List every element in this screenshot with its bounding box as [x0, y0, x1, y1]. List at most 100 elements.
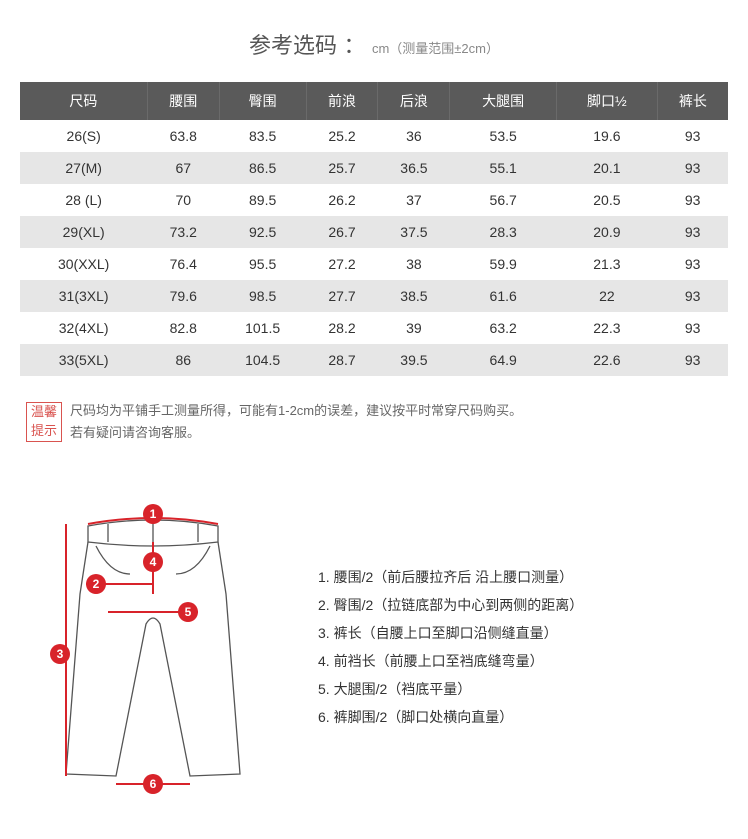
table-cell: 64.9	[450, 344, 557, 376]
table-cell: 93	[657, 312, 728, 344]
table-cell: 20.1	[556, 152, 657, 184]
title-colon: ：	[343, 33, 365, 58]
table-row: 28 (L)7089.526.23756.720.593	[20, 184, 728, 216]
table-cell: 27(M)	[20, 152, 147, 184]
measurement-list: 1. 腰围/2（前后腰拉齐后 沿上腰口测量）2. 臀围/2（拉链底部为中心到两侧…	[318, 563, 583, 731]
table-cell: 26(S)	[20, 120, 147, 152]
table-cell: 30(XXL)	[20, 248, 147, 280]
table-cell: 28.3	[450, 216, 557, 248]
table-cell: 101.5	[219, 312, 306, 344]
col-header: 臀围	[219, 82, 306, 120]
table-cell: 82.8	[147, 312, 219, 344]
diagram-marker: 2	[86, 574, 106, 594]
table-cell: 25.2	[306, 120, 378, 152]
measurement-item: 6. 裤脚围/2（脚口处横向直量）	[318, 703, 583, 731]
table-cell: 63.8	[147, 120, 219, 152]
table-row: 26(S)63.883.525.23653.519.693	[20, 120, 728, 152]
table-cell: 27.7	[306, 280, 378, 312]
table-cell: 67	[147, 152, 219, 184]
table-cell: 39.5	[378, 344, 450, 376]
table-cell: 37.5	[378, 216, 450, 248]
col-header: 前浪	[306, 82, 378, 120]
table-cell: 76.4	[147, 248, 219, 280]
table-cell: 37	[378, 184, 450, 216]
tip-line1: 尺码均为平铺手工测量所得，可能有1-2cm的误差，建议按平时常穿尺码购买。	[70, 400, 522, 422]
diagram-marker: 4	[143, 552, 163, 572]
col-header: 大腿围	[450, 82, 557, 120]
table-cell: 93	[657, 280, 728, 312]
diagram-marker: 3	[50, 644, 70, 664]
table-cell: 28.2	[306, 312, 378, 344]
table-cell: 39	[378, 312, 450, 344]
diagram-marker: 6	[143, 774, 163, 794]
table-cell: 53.5	[450, 120, 557, 152]
col-header: 脚口½	[556, 82, 657, 120]
svg-text:5: 5	[185, 605, 192, 619]
table-row: 27(M)6786.525.736.555.120.193	[20, 152, 728, 184]
table-row: 32(4XL)82.8101.528.23963.222.393	[20, 312, 728, 344]
svg-text:1: 1	[150, 507, 157, 521]
table-cell: 93	[657, 216, 728, 248]
table-cell: 63.2	[450, 312, 557, 344]
tip-text: 尺码均为平铺手工测量所得，可能有1-2cm的误差，建议按平时常穿尺码购买。 若有…	[70, 400, 522, 444]
table-cell: 95.5	[219, 248, 306, 280]
measurement-item: 4. 前裆长（前腰上口至裆底缝弯量）	[318, 647, 583, 675]
table-cell: 93	[657, 344, 728, 376]
table-cell: 22.3	[556, 312, 657, 344]
table-cell: 79.6	[147, 280, 219, 312]
diagram-marker: 5	[178, 602, 198, 622]
col-header: 裤长	[657, 82, 728, 120]
tip-row: 温馨 提示 尺码均为平铺手工测量所得，可能有1-2cm的误差，建议按平时常穿尺码…	[20, 400, 728, 444]
diagram-marker: 1	[143, 504, 163, 524]
table-cell: 38	[378, 248, 450, 280]
pants-diagram: 1 2 3 4 5 6	[38, 494, 268, 799]
table-cell: 70	[147, 184, 219, 216]
svg-text:6: 6	[150, 777, 157, 791]
table-cell: 73.2	[147, 216, 219, 248]
table-row: 33(5XL)86104.528.739.564.922.693	[20, 344, 728, 376]
table-cell: 93	[657, 184, 728, 216]
table-header: 尺码腰围臀围前浪后浪大腿围脚口½裤长	[20, 82, 728, 120]
table-cell: 92.5	[219, 216, 306, 248]
size-table: 尺码腰围臀围前浪后浪大腿围脚口½裤长 26(S)63.883.525.23653…	[20, 82, 728, 376]
table-cell: 59.9	[450, 248, 557, 280]
measurement-item: 2. 臀围/2（拉链底部为中心到两侧的距离）	[318, 591, 583, 619]
table-cell: 22	[556, 280, 657, 312]
table-row: 30(XXL)76.495.527.23859.921.393	[20, 248, 728, 280]
table-cell: 93	[657, 152, 728, 184]
svg-text:2: 2	[93, 577, 100, 591]
table-cell: 32(4XL)	[20, 312, 147, 344]
table-cell: 29(XL)	[20, 216, 147, 248]
table-cell: 33(5XL)	[20, 344, 147, 376]
measurement-item: 5. 大腿围/2（裆底平量）	[318, 675, 583, 703]
col-header: 后浪	[378, 82, 450, 120]
tip-badge-line2: 提示	[27, 422, 61, 441]
svg-text:4: 4	[150, 555, 157, 569]
col-header: 腰围	[147, 82, 219, 120]
table-cell: 36.5	[378, 152, 450, 184]
table-cell: 20.9	[556, 216, 657, 248]
table-cell: 22.6	[556, 344, 657, 376]
table-cell: 36	[378, 120, 450, 152]
table-cell: 83.5	[219, 120, 306, 152]
table-cell: 86.5	[219, 152, 306, 184]
table-cell: 25.7	[306, 152, 378, 184]
table-cell: 21.3	[556, 248, 657, 280]
table-cell: 89.5	[219, 184, 306, 216]
table-cell: 26.2	[306, 184, 378, 216]
table-body: 26(S)63.883.525.23653.519.69327(M)6786.5…	[20, 120, 728, 376]
tip-line2: 若有疑问请咨询客服。	[70, 422, 522, 444]
diagram-row: 1 2 3 4 5 6 1. 腰围/2（前后腰拉齐后 沿上腰口测量）2. 臀围/2（拉链底…	[20, 484, 728, 839]
col-header: 尺码	[20, 82, 147, 120]
measurement-item: 1. 腰围/2（前后腰拉齐后 沿上腰口测量）	[318, 563, 583, 591]
table-cell: 93	[657, 248, 728, 280]
table-cell: 19.6	[556, 120, 657, 152]
table-cell: 28.7	[306, 344, 378, 376]
title-sub: cm（测量范围±2cm）	[372, 41, 499, 56]
table-cell: 98.5	[219, 280, 306, 312]
table-cell: 27.2	[306, 248, 378, 280]
table-cell: 55.1	[450, 152, 557, 184]
table-cell: 20.5	[556, 184, 657, 216]
table-row: 29(XL)73.292.526.737.528.320.993	[20, 216, 728, 248]
table-row: 31(3XL)79.698.527.738.561.62293	[20, 280, 728, 312]
